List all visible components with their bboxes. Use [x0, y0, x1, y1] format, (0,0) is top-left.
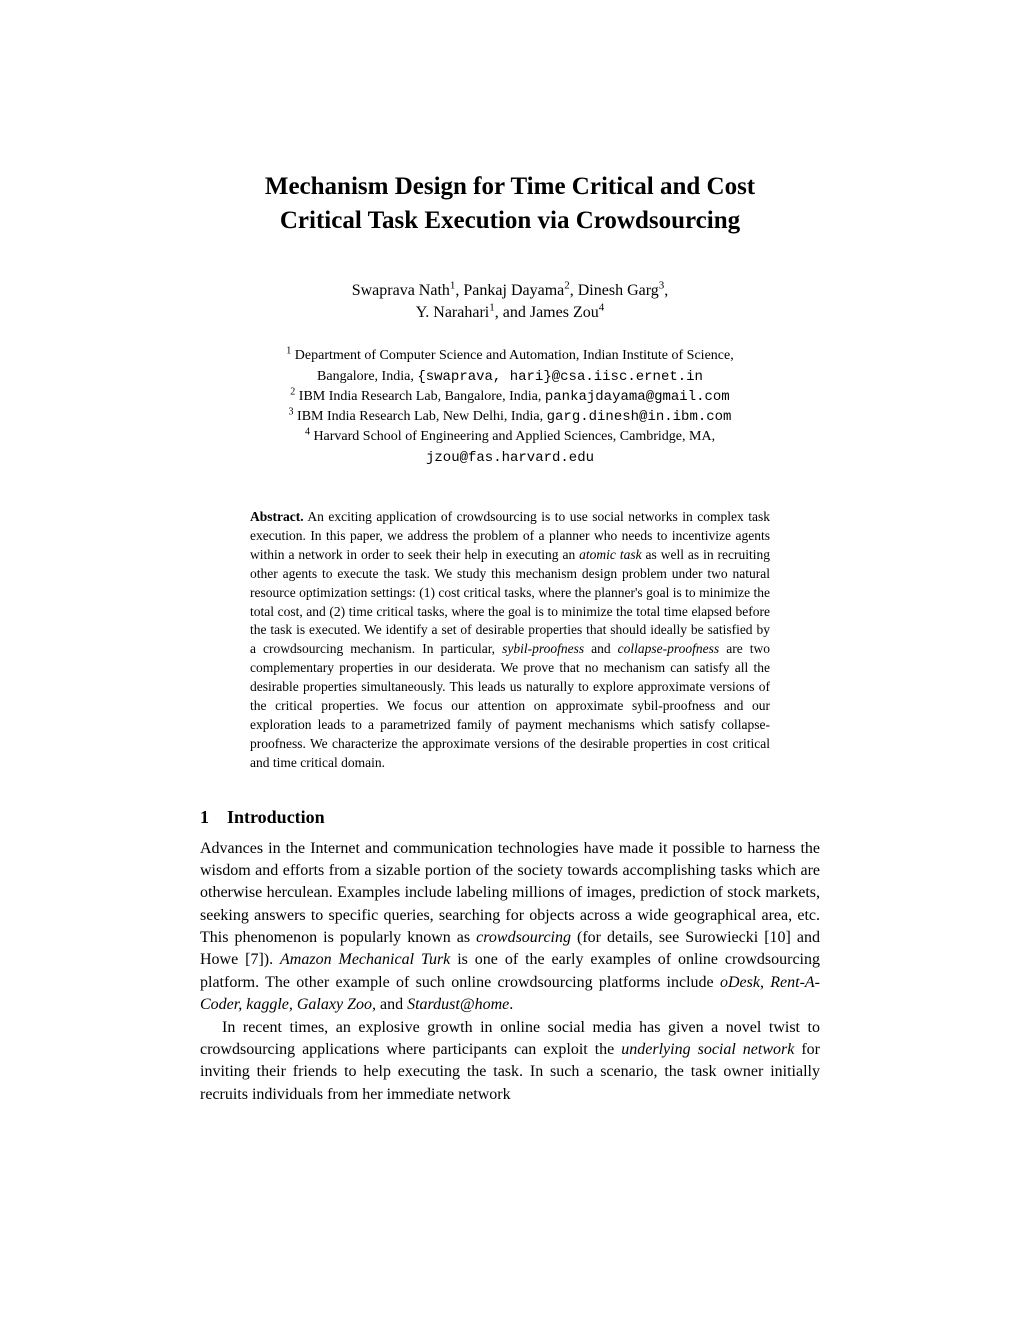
affil-3-email: garg.dinesh@in.ibm.com	[547, 409, 732, 425]
paragraph-2: In recent times, an explosive growth in …	[200, 1017, 820, 1107]
body2-b: underlying social network	[621, 1041, 794, 1058]
author-4: Y. Narahari	[416, 304, 489, 321]
body1-i: .	[509, 996, 513, 1013]
abstract-text-e: and	[584, 641, 618, 656]
paper-title: Mechanism Design for Time Critical and C…	[200, 170, 820, 238]
abstract-ital-3: collapse-proofness	[618, 641, 720, 656]
abstract-label: Abstract.	[250, 509, 304, 524]
affil-4-text: Harvard School of Engineering and Applie…	[310, 429, 715, 444]
body1-h: Stardust@home	[407, 996, 509, 1013]
authors-block: Swaprava Nath1, Pankaj Dayama2, Dinesh G…	[200, 280, 820, 325]
authors-sep-2: , Dinesh Garg	[570, 282, 659, 299]
authors-sep-3: ,	[664, 282, 668, 299]
body1-b: crowdsourcing	[476, 929, 571, 946]
body1-g: and	[376, 996, 407, 1013]
paragraph-1: Advances in the Internet and communicati…	[200, 838, 820, 1017]
affil-1-email: {swaprava, hari}@csa.iisc.ernet.in	[417, 369, 703, 385]
author-1: Swaprava Nath	[352, 282, 450, 299]
abstract-text-c: as well as in recruiting other agents to…	[250, 547, 770, 656]
paper-page: Mechanism Design for Time Critical and C…	[0, 0, 1020, 1320]
affil-2-email: pankajdayama@gmail.com	[545, 389, 730, 405]
abstract-ital-2: sybil-proofness	[502, 641, 584, 656]
affil-2-text: IBM India Research Lab, Bangalore, India…	[295, 389, 545, 404]
body-text: Advances in the Internet and communicati…	[200, 838, 820, 1107]
section-heading: 1 Introduction	[200, 807, 820, 828]
affiliations-block: 1 Department of Computer Science and Aut…	[200, 346, 820, 468]
body1-d: Amazon Mechanical Turk	[280, 951, 450, 968]
affil-1-text-a: Department of Computer Science and Autom…	[291, 348, 733, 363]
authors-sep-1: , Pankaj Dayama	[455, 282, 564, 299]
section-title: Introduction	[227, 807, 325, 827]
abstract-ital-1: atomic task	[579, 547, 641, 562]
affil-4-email: jzou@fas.harvard.edu	[426, 450, 594, 466]
authors-sep-4: , and James Zou	[495, 304, 599, 321]
author-5-affil-sup: 4	[599, 302, 605, 314]
title-line-2: Critical Task Execution via Crowdsourcin…	[280, 207, 740, 234]
section-number: 1	[200, 807, 209, 828]
abstract-block: Abstract. An exciting application of cro…	[250, 508, 770, 772]
abstract-text-g: are two complementary properties in our …	[250, 641, 770, 769]
title-line-1: Mechanism Design for Time Critical and C…	[265, 173, 755, 200]
affil-1-text-b: Bangalore, India,	[317, 369, 417, 384]
affil-3-text: IBM India Research Lab, New Delhi, India…	[294, 409, 547, 424]
